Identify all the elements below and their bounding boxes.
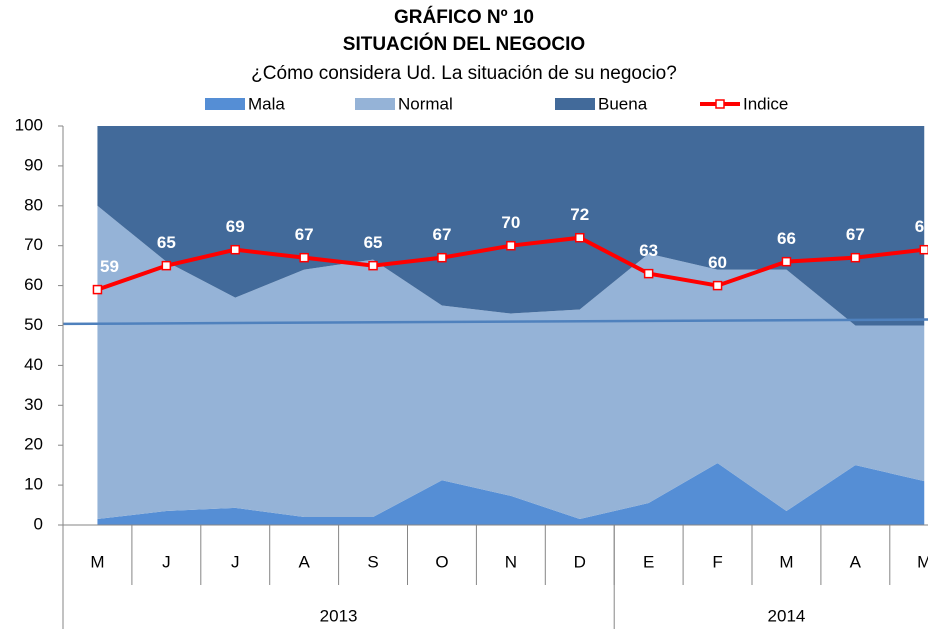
point [781,256,792,267]
legend-label: Mala [248,94,285,113]
x-tick-label: F [712,552,722,571]
data-label: 72 [570,205,589,224]
x-tick-label: J [162,552,171,571]
data-label: 59 [100,257,119,276]
data-label: 63 [639,241,658,260]
y-tick-label: 70 [24,235,43,254]
x-tick-label: D [574,552,586,571]
x-tick-label: E [643,552,654,571]
data-label: 69 [226,217,245,236]
x-tick-label: J [231,552,240,571]
x-tick-label: S [367,552,378,571]
legend-label: Normal [398,94,453,113]
y-tick-label: 50 [24,315,43,334]
y-tick-label: 80 [24,195,43,214]
y-tick-label: 20 [24,435,43,454]
legend-swatch [205,98,245,110]
data-label: 66 [777,229,796,248]
x-tick-label: O [435,552,448,571]
point [919,244,928,255]
point [230,244,240,255]
group-label: 2014 [768,606,806,625]
question: ¿Cómo considera Ud. La situación de su n… [251,63,677,84]
y-tick-label: 60 [24,275,43,294]
y-tick-label: 30 [24,395,43,414]
legend-label: Indice [743,94,788,113]
data-label: 60 [708,253,727,272]
x-tick-label: A [298,552,310,571]
x-tick-label: M [779,552,793,571]
point [575,232,585,243]
legend-swatch [715,99,725,109]
chart-title: GRÁFICO Nº 10 [394,6,534,28]
x-tick-label: N [505,552,517,571]
x-tick-label: A [850,552,862,571]
data-label: 65 [364,233,383,252]
y-tick-label: 90 [24,155,43,174]
data-label: 67 [846,225,865,244]
data-label: 69 [915,217,928,236]
point [92,284,103,295]
point [299,252,309,263]
y-tick-label: 40 [24,355,43,374]
data-label: 65 [157,233,176,252]
point [850,252,861,263]
legend-swatch [555,98,595,110]
point [643,268,654,279]
legend-swatch [355,98,395,110]
point [368,260,378,271]
legend-label: Buena [598,94,648,113]
chart-subtitle: SITUACIÓN DEL NEGOCIO [343,33,585,55]
y-tick-label: 10 [24,475,43,494]
point [437,252,447,263]
point [161,260,172,271]
group-label: 2013 [320,606,358,625]
point [712,280,723,291]
area [97,126,925,326]
y-tick-label: 0 [34,514,43,533]
data-label: 67 [432,225,451,244]
y-tick-label: 100 [15,115,43,134]
trend-line [62,318,928,326]
point [506,240,516,251]
x-tick-label: M [917,552,928,571]
x-tick-label: M [90,552,104,571]
area [97,463,925,525]
data-label: 70 [501,213,520,232]
data-label: 67 [295,225,314,244]
